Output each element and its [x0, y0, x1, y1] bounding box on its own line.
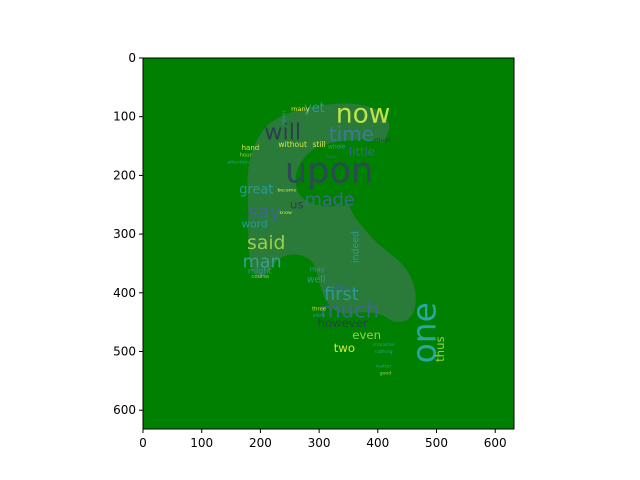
word-will: will — [264, 120, 301, 146]
word-matter: matter — [376, 364, 392, 370]
word-little: little — [349, 144, 375, 158]
word-became: became — [277, 188, 296, 194]
y-tick-label-300: 300 — [113, 227, 136, 241]
word-first: first — [324, 285, 358, 305]
x-tick-label-600: 600 — [484, 436, 507, 450]
wordcloud-shape — [247, 103, 416, 323]
word-even: even — [352, 328, 381, 342]
x-tick-label-200: 200 — [249, 436, 272, 450]
plot-frame — [142, 57, 515, 430]
word-know: know — [279, 210, 292, 216]
word-might: might — [248, 266, 273, 276]
x-tick-label-100: 100 — [190, 436, 213, 450]
word-thus: thus — [433, 336, 447, 362]
word-still: still — [312, 140, 325, 149]
word-good: good — [380, 371, 392, 377]
word-word: word — [242, 219, 268, 231]
word-attention: attention — [227, 159, 248, 165]
word-nothing: nothing — [375, 349, 393, 355]
word-man: man — [243, 252, 282, 272]
word-without: without — [278, 140, 307, 149]
y-axis: 0 100 200 300 400 500 600 — [113, 51, 143, 417]
word-said: said — [247, 233, 285, 254]
word-may: may — [310, 265, 325, 273]
x-tick-label-0: 0 — [139, 436, 147, 450]
word-great: great — [239, 183, 273, 198]
word-say: say — [248, 202, 280, 223]
y-tick-label-0: 0 — [128, 51, 136, 65]
x-tick-label-400: 400 — [366, 436, 389, 450]
word-place: place — [313, 313, 326, 319]
word-thing: thing — [332, 283, 350, 291]
x-axis: 0 100 200 300 400 500 600 — [139, 429, 507, 450]
word-now: now — [336, 98, 390, 129]
word-whole: whole — [328, 145, 346, 151]
x-tick-label-300: 300 — [308, 436, 331, 450]
word-well: well — [307, 274, 326, 285]
word-much: much — [320, 298, 379, 323]
y-tick-label-600: 600 — [113, 403, 136, 417]
y-tick-label-100: 100 — [113, 110, 136, 124]
word-made: made — [305, 191, 355, 211]
word-time: time — [329, 122, 374, 146]
word-two: two — [334, 341, 355, 355]
y-tick-label-500: 500 — [113, 345, 136, 359]
word-course: course — [252, 274, 270, 280]
word-however: however — [317, 316, 367, 330]
word-indeed: indeed — [351, 231, 362, 263]
x-tick-label-500: 500 — [425, 436, 448, 450]
word-many: many — [291, 105, 309, 113]
y-tick-label-400: 400 — [113, 286, 136, 300]
y-tick-label-200: 200 — [113, 168, 136, 182]
word-us: us — [290, 197, 304, 211]
word-must: must — [374, 136, 391, 144]
word-wait: wait — [326, 154, 336, 160]
word-yet: yet — [304, 101, 325, 116]
word-hour: hour — [240, 152, 253, 158]
word-three: three — [312, 307, 326, 313]
word-upon: upon — [285, 150, 373, 191]
word-hand: hand — [242, 144, 260, 152]
word-never: never — [281, 109, 287, 125]
word-character: character — [372, 342, 395, 348]
word-one: one — [404, 302, 443, 363]
